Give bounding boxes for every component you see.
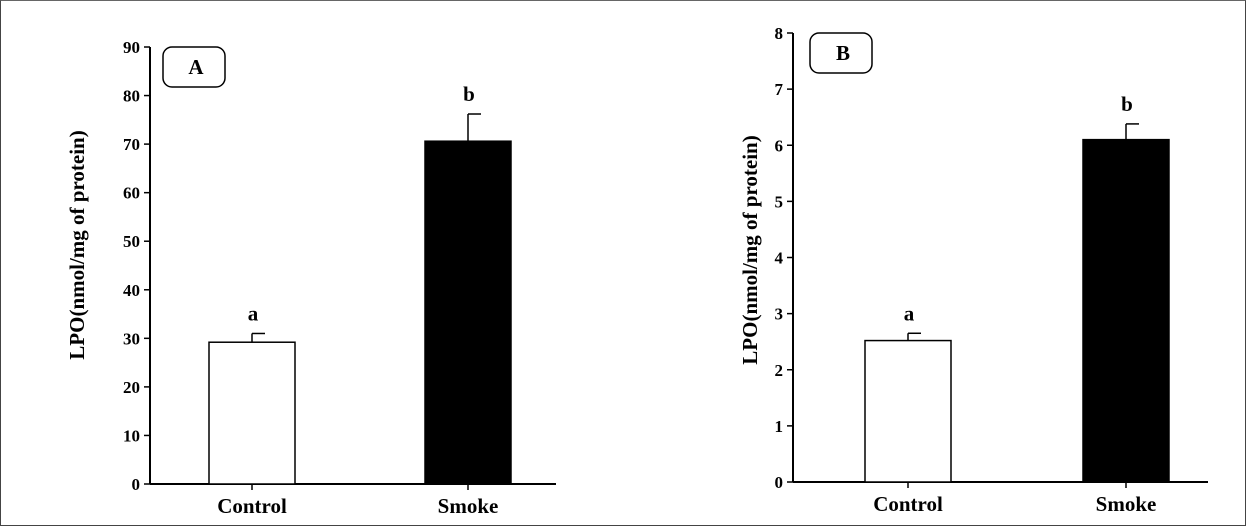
y-tick-label: 8 bbox=[775, 24, 784, 43]
bar bbox=[864, 339, 952, 483]
bar bbox=[208, 341, 296, 485]
y-tick-label: 80 bbox=[123, 87, 140, 106]
y-tick-label: 7 bbox=[775, 80, 784, 99]
y-tick-label: 10 bbox=[123, 426, 140, 445]
panel-label-box bbox=[162, 46, 226, 88]
y-tick-label: 60 bbox=[123, 184, 140, 203]
y-tick-label: 0 bbox=[132, 475, 141, 494]
y-tick-label: 20 bbox=[123, 378, 140, 397]
y-tick-label: 30 bbox=[123, 329, 140, 348]
y-tick-label: 4 bbox=[775, 249, 784, 268]
panel-b-chart: 0 1 2 3 4 5 6 7 8 Control a Smoke b LPO(nmol/mg of pr… bbox=[738, 24, 1208, 516]
y-tick-label: 90 bbox=[123, 38, 140, 57]
category-label: Control bbox=[217, 494, 287, 518]
y-tick-label: 6 bbox=[775, 136, 784, 155]
y-tick-label: 5 bbox=[775, 192, 784, 211]
panel-label-box bbox=[809, 32, 873, 74]
significance-label: b bbox=[1121, 92, 1133, 116]
y-tick-label: 70 bbox=[123, 135, 140, 154]
y-tick-label: 50 bbox=[123, 232, 140, 251]
bar bbox=[1082, 138, 1170, 483]
significance-label: a bbox=[248, 301, 259, 325]
category-label: Smoke bbox=[438, 494, 499, 518]
bar bbox=[424, 140, 512, 485]
significance-label: b bbox=[463, 82, 475, 106]
y-tick-label: 3 bbox=[775, 305, 784, 324]
panel-label: B bbox=[836, 41, 850, 65]
category-label: Smoke bbox=[1096, 492, 1157, 516]
y-tick-label: 40 bbox=[123, 281, 140, 300]
y-tick-label: 0 bbox=[775, 473, 784, 492]
panel-label: A bbox=[188, 55, 204, 79]
y-tick-label: 2 bbox=[775, 361, 784, 380]
y-tick-label: 1 bbox=[775, 417, 784, 436]
significance-label: a bbox=[904, 301, 915, 325]
panel-a-chart: 0 10 20 30 40 50 60 70 80 90 Control a Smoke b LPO(nmo… bbox=[65, 38, 556, 518]
y-axis-label: LPO(nmol/mg of protein) bbox=[65, 130, 89, 359]
category-label: Control bbox=[873, 492, 943, 516]
y-axis-label: LPO(nmol/mg of protein) bbox=[738, 135, 762, 364]
